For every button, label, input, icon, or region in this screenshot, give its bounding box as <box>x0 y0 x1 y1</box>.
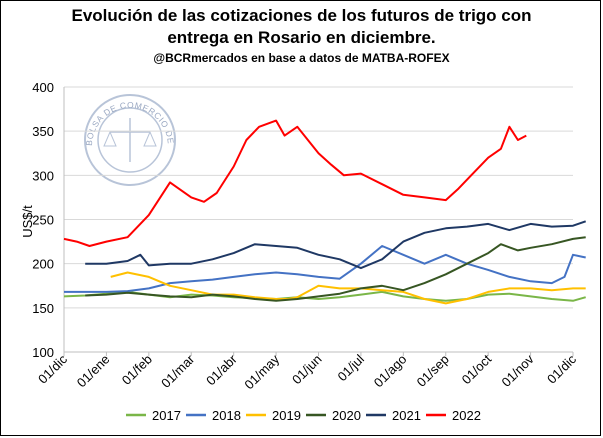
x-tick-label: 01/sep <box>414 352 452 390</box>
legend-label-2017: 2017 <box>152 408 181 423</box>
x-tick-label: 01/ene <box>74 352 113 391</box>
y-tick-label: 350 <box>32 124 54 139</box>
chart-subtitle: @BCRmercados en base a datos de MATBA-RO… <box>153 51 450 65</box>
x-tick-label: 01/feb <box>119 352 155 388</box>
watermark-scale-pans-icon <box>103 130 157 147</box>
x-tick-label: 01/oct <box>459 351 495 387</box>
series-line-2019 <box>110 271 586 305</box>
watermark-seal-outer <box>84 94 176 186</box>
chart-title: Evolución de las cotizaciones de los fut… <box>0 5 603 49</box>
x-tick-label: 01/jul <box>334 351 367 384</box>
x-tick-label: 01/dic <box>544 351 579 386</box>
y-tick-label: 400 <box>32 80 54 95</box>
y-axis-label: US$/t <box>20 205 35 238</box>
legend-label-2021: 2021 <box>392 408 421 423</box>
legend-label-2020: 2020 <box>332 408 361 423</box>
y-tick-label: 200 <box>32 257 54 272</box>
chart-title-line2: entrega en Rosario en diciembre. <box>167 28 436 47</box>
x-tick-label: 01/mar <box>158 351 198 391</box>
y-tick-label: 250 <box>32 213 54 228</box>
legend-label-2022: 2022 <box>452 408 481 423</box>
x-tick-label: 01/nov <box>498 351 537 390</box>
x-tick-label: 01/abr <box>203 351 240 388</box>
x-tick-label: 01/jun <box>289 352 325 388</box>
y-tick-label: 300 <box>32 168 54 183</box>
y-tick-label: 150 <box>32 301 54 316</box>
watermark-seal-inner <box>97 107 163 173</box>
chart-title-line1: Evolución de las cotizaciones de los fut… <box>71 6 532 25</box>
x-tick-label: 01/may <box>241 351 282 392</box>
x-tick-label: 01/ago <box>371 352 410 391</box>
series-line-2021 <box>85 220 587 270</box>
y-tick-label: 100 <box>32 345 54 360</box>
series-line-2022 <box>63 119 527 247</box>
legend-label-2018: 2018 <box>212 408 241 423</box>
series-line-2018 <box>64 245 586 293</box>
series-line-2020 <box>85 236 586 302</box>
legend-label-2019: 2019 <box>272 408 301 423</box>
